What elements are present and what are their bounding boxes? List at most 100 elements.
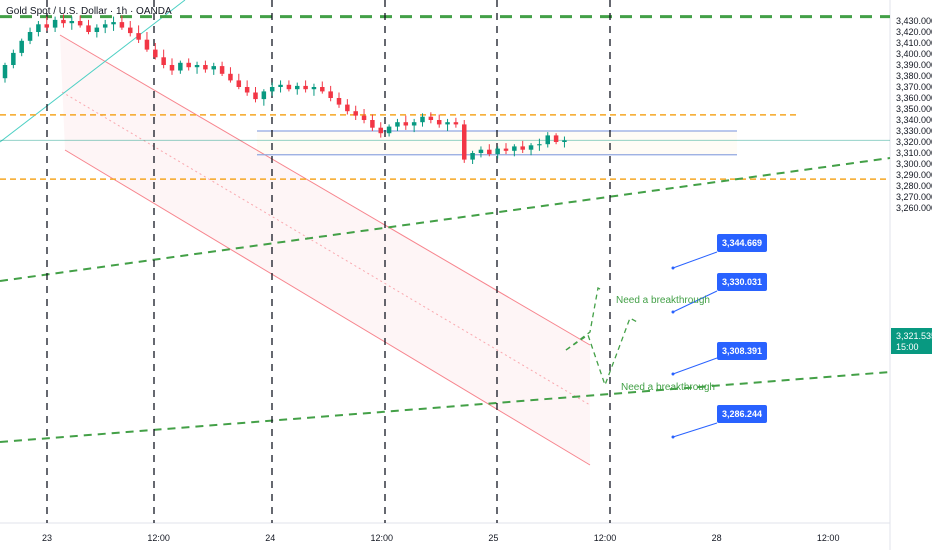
candle-body-53 xyxy=(445,122,450,125)
y-tick-7: 3,360.000 xyxy=(896,93,932,103)
candle-body-50 xyxy=(420,116,425,123)
candle-31 xyxy=(261,89,267,106)
candles-layer xyxy=(2,14,567,164)
candle-27 xyxy=(228,67,233,83)
y-tick-14: 3,290.000 xyxy=(896,170,932,180)
callout-anchor-0 xyxy=(671,266,675,270)
candle-body-21 xyxy=(178,62,183,71)
candle-body-31 xyxy=(261,91,267,100)
current-price-timer: 15:00 xyxy=(896,342,919,352)
candle-6 xyxy=(52,16,58,32)
candle-13 xyxy=(111,16,116,31)
note-lower-breakthrough: Need a breakthrough xyxy=(621,382,715,393)
y-tick-3: 3,400.000 xyxy=(896,49,932,59)
candle-51 xyxy=(428,112,434,124)
current-price-value: 3,321.535 xyxy=(896,331,932,341)
candle-64 xyxy=(537,138,542,151)
candle-40 xyxy=(336,92,342,108)
candle-30 xyxy=(253,87,258,103)
candle-48 xyxy=(403,115,409,130)
candle-67 xyxy=(562,136,567,148)
candle-body-36 xyxy=(303,85,308,90)
candle-body-42 xyxy=(353,111,358,116)
candle-body-41 xyxy=(345,104,350,112)
callout-pointer-1 xyxy=(672,290,718,313)
candle-18 xyxy=(153,43,158,60)
callout-anchor-3 xyxy=(671,435,675,439)
candle-38 xyxy=(320,81,325,94)
session-lines-layer xyxy=(46,0,611,523)
y-tick-10: 3,330.000 xyxy=(896,126,932,136)
candle-24 xyxy=(203,60,208,73)
y-tick-6: 3,370.000 xyxy=(896,82,932,92)
candle-body-61 xyxy=(512,146,517,151)
candle-23 xyxy=(194,61,200,74)
candle-28 xyxy=(236,73,242,90)
candle-body-48 xyxy=(403,122,409,126)
projection-lower xyxy=(565,317,638,387)
candle-32 xyxy=(269,82,275,96)
candle-body-33 xyxy=(278,84,283,87)
callout-3344[interactable]: 3,344.669 xyxy=(717,234,767,252)
candle-body-65 xyxy=(545,135,550,145)
candle-body-22 xyxy=(186,62,191,68)
x-tick-6: 28 xyxy=(712,533,722,543)
x-tick-3: 12:00 xyxy=(371,533,394,543)
candle-body-58 xyxy=(487,149,492,155)
candle-61 xyxy=(512,144,517,157)
note-upper-breakthrough: Need a breakthrough xyxy=(616,295,710,306)
candle-14 xyxy=(119,15,125,30)
callout-3344-label: 3,344.669 xyxy=(722,238,762,248)
candle-body-55 xyxy=(462,124,467,160)
candle-body-7 xyxy=(61,19,66,24)
channel-mid-line xyxy=(61,91,591,406)
projection-upper xyxy=(565,287,603,351)
candle-46 xyxy=(386,124,392,137)
y-tick-1: 3,420.000 xyxy=(896,27,932,37)
candle-body-26 xyxy=(219,66,225,74)
x-axis: 2312:002412:002512:002812:002912:003012:… xyxy=(42,533,839,543)
candle-17 xyxy=(144,32,150,52)
callout-3286-label: 3,286.244 xyxy=(722,409,762,419)
candle-39 xyxy=(328,85,333,102)
candle-15 xyxy=(128,21,133,37)
candle-body-16 xyxy=(136,33,141,40)
candle-53 xyxy=(445,118,450,131)
channel-fill xyxy=(60,35,590,465)
candle-50 xyxy=(420,113,425,127)
candle-19 xyxy=(161,49,166,69)
candle-9 xyxy=(77,15,83,28)
candle-41 xyxy=(345,99,350,115)
candle-body-30 xyxy=(253,92,258,100)
chart-title: Gold Spot / U.S. Dollar · 1h · OANDA xyxy=(6,6,172,17)
candle-body-19 xyxy=(161,57,166,65)
y-tick-12: 3,310.000 xyxy=(896,148,932,158)
candle-36 xyxy=(303,80,308,93)
candle-62 xyxy=(520,140,525,153)
candle-body-37 xyxy=(311,87,317,90)
candle-body-66 xyxy=(553,135,559,142)
candle-body-39 xyxy=(328,91,333,98)
rising-support-lower xyxy=(0,371,891,443)
candle-body-34 xyxy=(286,84,292,90)
candle-body-20 xyxy=(169,65,175,71)
callout-pointer-0 xyxy=(672,251,718,269)
candle-4 xyxy=(36,21,41,37)
callout-anchor-2 xyxy=(671,372,675,376)
candle-42 xyxy=(353,105,358,120)
callout-3330[interactable]: 3,330.031 xyxy=(717,273,767,291)
y-tick-4: 3,390.000 xyxy=(896,60,932,70)
y-tick-0: 3,430.000 xyxy=(896,16,932,26)
candle-body-3 xyxy=(27,32,33,41)
candle-body-29 xyxy=(244,87,250,93)
candle-body-62 xyxy=(520,146,525,150)
callout-3330-label: 3,330.031 xyxy=(722,277,762,287)
y-axis: 3,430.0003,420.0003,410.0003,400.0003,39… xyxy=(896,16,932,213)
candle-59 xyxy=(495,146,500,159)
callout-3308[interactable]: 3,308.391 xyxy=(717,342,767,360)
y-tick-17: 3,260.000 xyxy=(896,203,932,213)
candle-body-0 xyxy=(2,65,8,79)
callout-3286[interactable]: 3,286.244 xyxy=(717,405,767,423)
